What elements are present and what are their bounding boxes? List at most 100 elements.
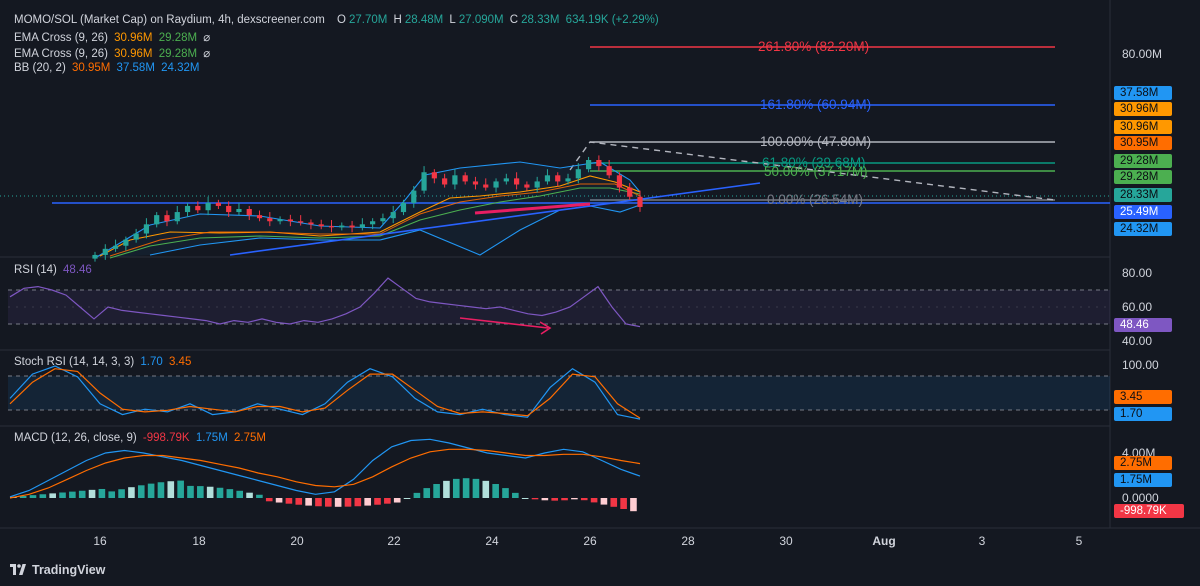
candle-body	[226, 205, 232, 213]
candle-body	[349, 225, 355, 228]
fib-label-000: 0.00% (26.54M)	[767, 192, 864, 207]
rsi-divergence-arrow[interactable]	[459, 317, 549, 329]
stoch-badge-d: 3.45	[1114, 390, 1172, 404]
macd-signal-line	[9, 448, 641, 499]
bb-legend[interactable]: BB (20, 2) 30.95M 37.58M 24.32M	[14, 62, 202, 74]
macd-label: MACD (12, 26, close, 9)	[14, 432, 137, 444]
candle-body	[421, 172, 427, 191]
candle-body	[298, 221, 304, 223]
change-value: 634.19K (+2.29%)	[565, 14, 659, 26]
macd-hist-bar	[206, 486, 214, 498]
stoch-band	[8, 376, 1110, 410]
date-tick: 5	[1075, 534, 1083, 548]
candle-body	[616, 175, 623, 188]
macd-hist-bar	[157, 482, 165, 498]
macd-hist-bar	[600, 498, 608, 505]
open-label: O	[337, 14, 346, 26]
rsi-legend[interactable]: RSI (14) 48.46	[14, 264, 95, 276]
candle-body	[452, 175, 458, 185]
date-tick: 24	[485, 534, 499, 548]
ema2-slow-value: 29.28M	[158, 48, 198, 60]
rsi-axis-40: 40.00	[1122, 334, 1153, 348]
macd-hist-bar	[226, 489, 234, 498]
low-value: 27.090M	[458, 14, 504, 26]
macd-hist-bar	[39, 494, 47, 498]
rsi-axis-60: 60.00	[1122, 300, 1153, 314]
price-badge-ema-fast-1: 30.96M	[1114, 102, 1172, 116]
trendline-pink[interactable]	[474, 202, 591, 215]
candle-body	[143, 224, 150, 234]
candle-body	[442, 178, 448, 185]
price-badge-support: 25.49M	[1114, 205, 1172, 219]
fib-trend-dashed[interactable]	[569, 141, 1056, 201]
macd-badge-hist: -998.79K	[1114, 504, 1184, 518]
price-badge-bb-lower: 24.32M	[1114, 222, 1172, 236]
candle-body	[359, 224, 365, 228]
price-axis-label: 80.00M	[1122, 47, 1163, 61]
candle-body	[195, 205, 201, 211]
macd-hist-bar	[216, 487, 224, 498]
ema-legend-1[interactable]: EMA Cross (9, 26) 30.96M 29.28M ⌀	[14, 30, 213, 44]
macd-hist-bar	[590, 498, 598, 503]
hidden-eye-icon[interactable]: ⌀	[203, 32, 211, 44]
macd-hist-bar	[620, 498, 627, 509]
macd-hist-bar	[275, 498, 283, 503]
rsi-label: RSI (14)	[14, 264, 57, 276]
macd-hist-bar	[580, 498, 588, 501]
candle-body	[92, 254, 98, 259]
macd-hist-bar	[325, 498, 332, 507]
fib-label-618: 61.80% (39.68M)	[762, 155, 866, 170]
macd-badge-line: 1.75M	[1114, 473, 1172, 487]
candle-body	[205, 202, 211, 211]
macd-hist-bar	[88, 489, 96, 498]
hidden-eye-icon[interactable]: ⌀	[203, 48, 211, 60]
date-tick: 3	[978, 534, 986, 548]
candle-body	[256, 215, 263, 219]
macd-legend[interactable]: MACD (12, 26, close, 9) -998.79K 1.75M 2…	[14, 432, 269, 444]
macd-hist-bar	[69, 491, 76, 498]
price-badge-last: 28.33M	[1114, 188, 1172, 202]
main-legend: MOMO/SOL (Market Cap) on Raydium, 4h, de…	[14, 14, 662, 26]
trendline-blue[interactable]	[229, 182, 761, 256]
candles-group	[92, 155, 643, 262]
date-tick: 22	[387, 534, 401, 548]
macd-hist-bar	[128, 487, 135, 498]
macd-hist-bar	[59, 492, 66, 498]
macd-hist-bar	[393, 498, 401, 503]
candle-body	[308, 222, 314, 225]
ema2-label: EMA Cross (9, 26)	[14, 48, 108, 60]
bb-label: BB (20, 2)	[14, 62, 66, 74]
macd-hist-bar	[551, 498, 559, 501]
candle-body	[184, 205, 191, 213]
candle-body	[154, 215, 160, 225]
stoch-axis-100: 100.00	[1122, 358, 1159, 372]
stoch-k-line	[9, 365, 641, 420]
candle-body	[514, 178, 520, 185]
candle-body	[123, 239, 129, 246]
macd-hist-bar	[147, 483, 155, 498]
stoch-badge-k: 1.70	[1114, 407, 1172, 421]
candle-body	[370, 221, 376, 225]
ema2-fast-value: 30.96M	[114, 48, 153, 60]
candle-body	[565, 178, 571, 182]
candle-body	[411, 190, 417, 203]
stoch-legend[interactable]: Stoch RSI (14, 14, 3, 3) 1.70 3.45	[14, 356, 194, 368]
candle-body	[431, 172, 437, 179]
candle-body	[164, 215, 170, 222]
macd-hist-bar	[531, 498, 539, 500]
macd-hist-bar	[108, 491, 116, 498]
candle-body	[215, 202, 221, 206]
date-tick-month: Aug	[872, 534, 896, 548]
candle-body	[133, 233, 139, 240]
ema-legend-2[interactable]: EMA Cross (9, 26) 30.96M 29.28M ⌀	[14, 46, 213, 60]
candle-body	[627, 187, 633, 197]
ema1-label: EMA Cross (9, 26)	[14, 32, 108, 44]
candle-body	[472, 181, 479, 185]
high-label: H	[393, 14, 402, 26]
tradingview-footer[interactable]: TradingView	[10, 563, 105, 577]
candle-body	[112, 245, 119, 249]
macd-hist-bar	[29, 495, 37, 498]
macd-hist-bar	[305, 498, 312, 506]
candle-body	[380, 218, 386, 222]
